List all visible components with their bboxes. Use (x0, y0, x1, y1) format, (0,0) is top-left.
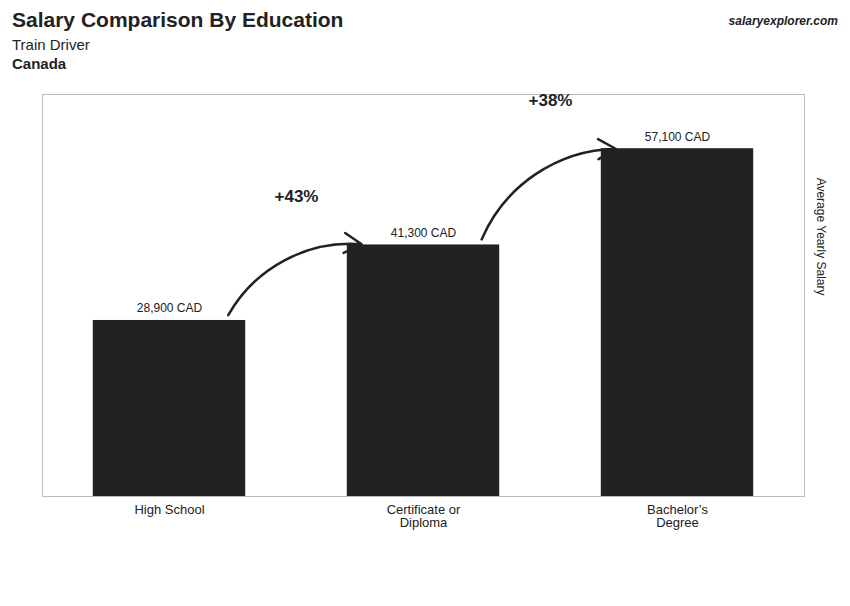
html-text:Train Driver: Train Driver (12, 36, 90, 53)
html-text:Salary Comparison By Education: Salary Comparison By Education (12, 8, 344, 31)
svg-text:Average Yearly Salary: Average Yearly Salary (814, 178, 828, 296)
html-text:Canada: Canada (12, 55, 67, 72)
svg-text:28,900 CAD: 28,900 CAD (137, 301, 203, 315)
svg-text:+38%: +38% (529, 91, 573, 110)
svg-text:Certificate orDiploma: Certificate orDiploma (387, 502, 461, 530)
svg-text:+43%: +43% (275, 187, 319, 206)
svg-text:41,300 CAD: 41,300 CAD (391, 226, 457, 240)
html-text:salaryexplorer.com: salaryexplorer.com (728, 14, 838, 28)
svg-text:57,100 CAD: 57,100 CAD (645, 130, 711, 144)
svg-text:High School: High School (134, 502, 204, 517)
svg-text:Bachelor’sDegree: Bachelor’sDegree (647, 502, 708, 530)
